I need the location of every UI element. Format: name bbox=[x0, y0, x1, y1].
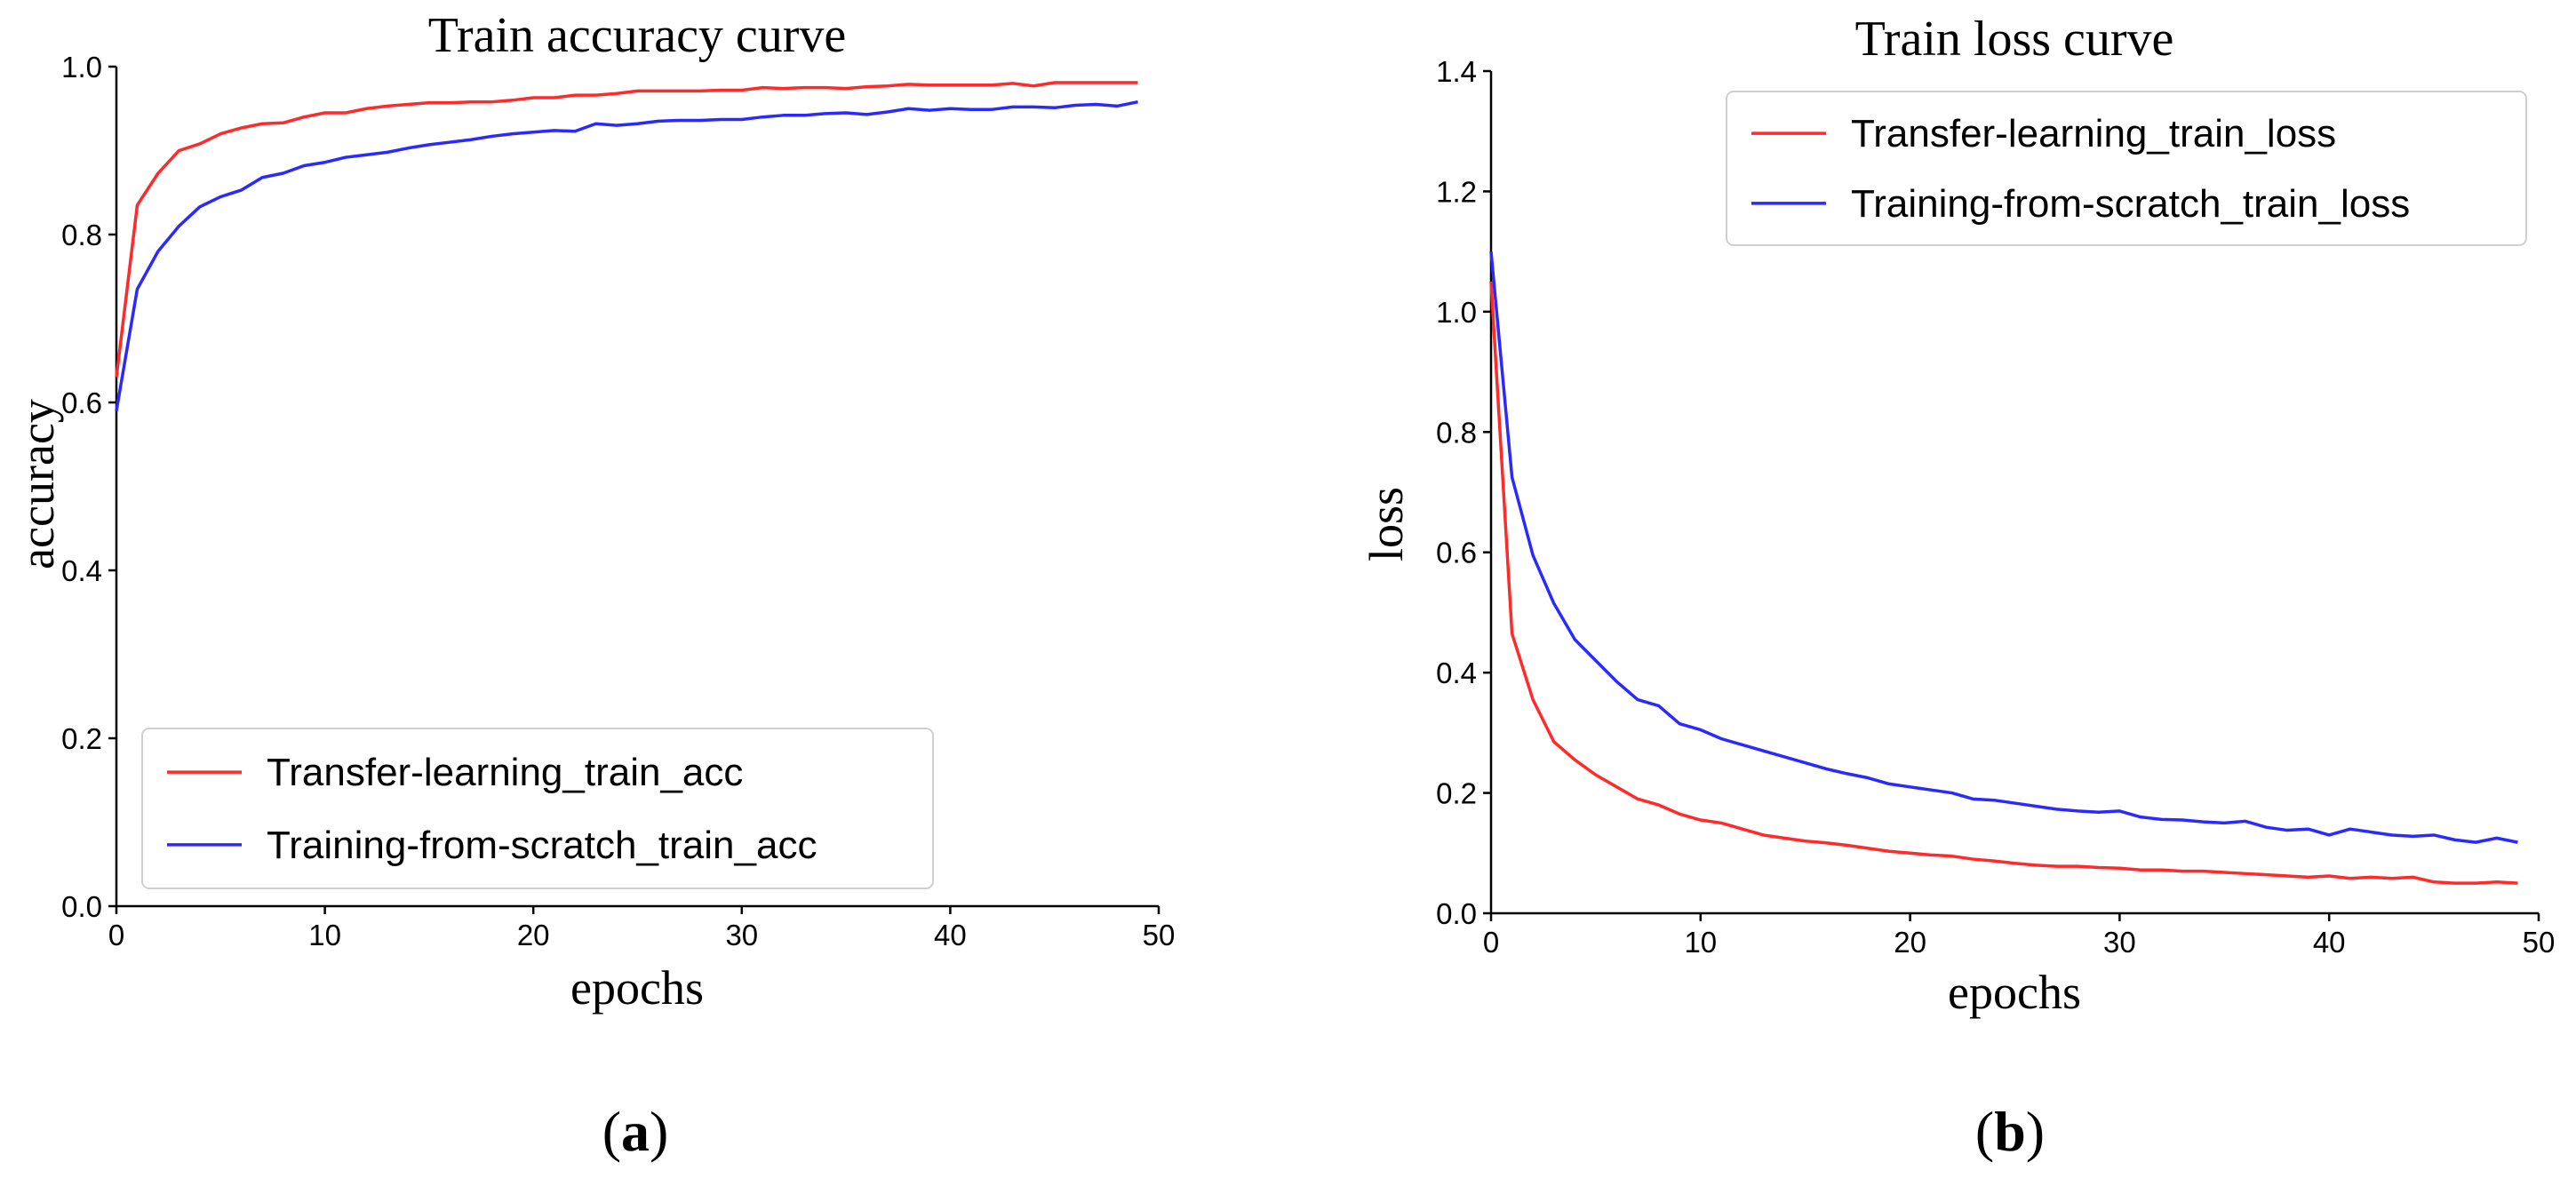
chart-title: Train accuracy curve bbox=[428, 8, 847, 63]
y-tick-label: 1.4 bbox=[1436, 55, 1477, 88]
x-tick-label: 0 bbox=[108, 919, 124, 951]
y-tick-label: 0.6 bbox=[61, 386, 102, 419]
x-tick-label: 10 bbox=[308, 919, 341, 951]
series-line-transfer-learning-train-loss bbox=[1489, 281, 2518, 885]
y-axis-label: accuracy bbox=[11, 399, 64, 569]
y-tick-label: 0.2 bbox=[61, 722, 102, 755]
y-tick-label: 0.0 bbox=[1436, 897, 1477, 930]
legend: Transfer-learning_train_loss Training-fro… bbox=[1726, 91, 2527, 246]
legend-box bbox=[141, 728, 934, 889]
series-line-training-from-scratch-train-acc bbox=[115, 99, 1138, 411]
y-tick-label: 0.2 bbox=[1436, 777, 1477, 810]
y-tick-label: 0.6 bbox=[1436, 537, 1477, 569]
y-tick-label: 1.2 bbox=[1436, 175, 1477, 208]
legend-label-transfer-learning-train-acc: Transfer-learning_train_acc bbox=[267, 751, 743, 794]
x-tick-label: 40 bbox=[2313, 926, 2346, 959]
x-tick-label: 50 bbox=[2523, 926, 2556, 959]
legend-label-transfer-learning-train-loss: Transfer-learning_train_loss bbox=[1851, 112, 2336, 155]
legend-label-training-from-scratch-train-loss: Training-from-scratch_train_loss bbox=[1851, 182, 2410, 226]
x-tick-label: 50 bbox=[1143, 919, 1176, 951]
x-tick-label: 40 bbox=[934, 919, 967, 951]
x-axis-label: epochs bbox=[570, 961, 704, 1015]
legend-label-training-from-scratch-train-acc: Training-from-scratch_train_acc bbox=[267, 824, 817, 867]
x-tick-label: 20 bbox=[517, 919, 550, 951]
panel-b: Train loss curve 0 10 20 30 40 50 0.0 0.2 0.4 0.6 0… bbox=[1360, 12, 2555, 1019]
x-tick-label: 10 bbox=[1684, 926, 1717, 959]
series-line-training-from-scratch-train-loss bbox=[1489, 251, 2518, 844]
chart-title: Train loss curve bbox=[1855, 12, 2174, 67]
panel-a: Train accuracy curve 0 10 20 30 40 50 0.0 0.2 0.4… bbox=[11, 8, 1175, 1015]
y-tick-label: 0.8 bbox=[1436, 416, 1477, 449]
y-tick-label: 1.0 bbox=[61, 51, 102, 84]
x-tick-label: 30 bbox=[725, 919, 758, 951]
y-tick-label: 0.4 bbox=[1436, 657, 1477, 689]
x-axis-label: epochs bbox=[1948, 966, 2081, 1019]
legend-box bbox=[1726, 91, 2527, 246]
y-tick-label: 1.0 bbox=[1436, 296, 1477, 329]
x-tick-label: 30 bbox=[2103, 926, 2136, 959]
x-tick-label: 0 bbox=[1483, 926, 1499, 959]
y-axis-label: loss bbox=[1360, 487, 1413, 561]
y-tick-label: 0.8 bbox=[61, 219, 102, 251]
x-tick-label: 20 bbox=[1894, 926, 1926, 959]
panel-label-a: (a) bbox=[602, 1100, 669, 1163]
series-line-transfer-learning-train-acc bbox=[115, 81, 1138, 378]
panel-label-b: (b) bbox=[1975, 1100, 2045, 1163]
y-tick-label: 0.4 bbox=[61, 554, 102, 587]
legend: Transfer-learning_train_acc Training-from… bbox=[141, 728, 934, 889]
y-tick-label: 0.0 bbox=[61, 890, 102, 923]
